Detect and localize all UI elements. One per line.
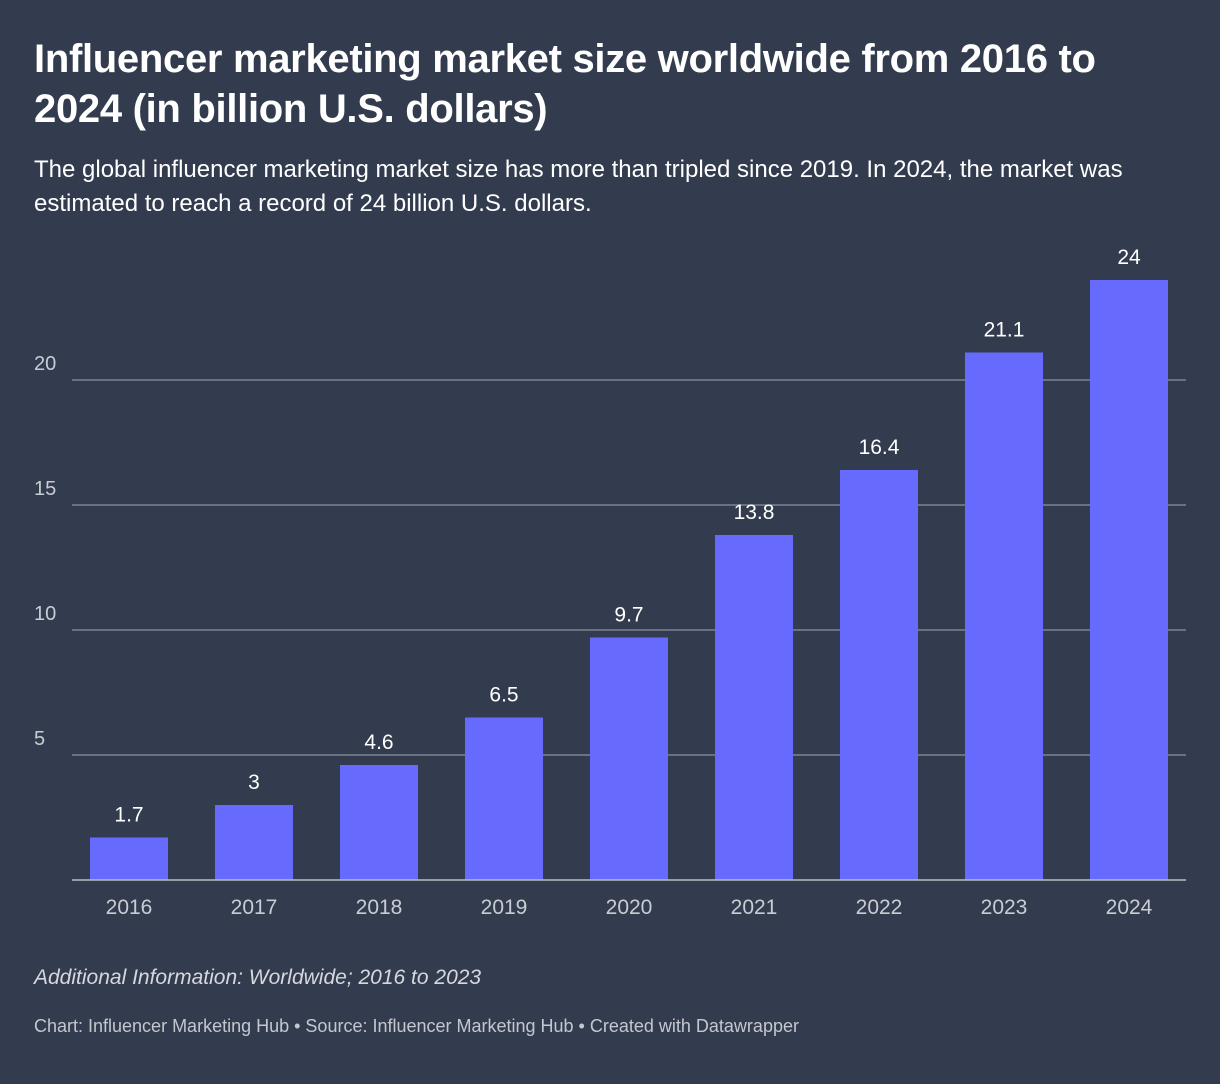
bar-2017 <box>215 805 293 880</box>
y-tick-label: 15 <box>34 478 56 500</box>
bar-2020 <box>590 637 668 880</box>
data-label: 4.6 <box>364 731 393 754</box>
chart-subtitle: The global influencer marketing market s… <box>34 156 1123 217</box>
additional-information-note: Additional Information: Worldwide; 2016 … <box>34 966 482 989</box>
data-label: 6.5 <box>489 684 518 707</box>
bar-2022 <box>840 470 918 880</box>
x-tick-label: 2016 <box>106 896 153 919</box>
data-labels: 1.7 3 4.6 6.5 9.7 13.8 16.4 21.1 24 <box>114 246 1141 827</box>
y-tick-label: 10 <box>34 603 56 625</box>
data-label: 21.1 <box>984 319 1025 342</box>
x-tick-label: 2019 <box>481 896 528 919</box>
bar-2023 <box>965 352 1043 880</box>
data-label: 3 <box>248 771 260 794</box>
x-tick-label: 2017 <box>231 896 278 919</box>
bar-2024 <box>1090 280 1168 880</box>
bar-2021 <box>715 535 793 880</box>
bars <box>90 280 1168 880</box>
x-tick-label: 2018 <box>356 896 403 919</box>
data-label: 13.8 <box>734 501 775 524</box>
x-tick-label: 2023 <box>981 896 1028 919</box>
data-label: 9.7 <box>614 604 643 627</box>
data-label: 1.7 <box>114 804 143 827</box>
chart-title: Influencer marketing market size worldwi… <box>34 37 1096 131</box>
x-tick-label: 2020 <box>606 896 653 919</box>
x-tick-label: 2021 <box>731 896 778 919</box>
y-tick-label: 20 <box>34 353 56 375</box>
y-tick-label: 5 <box>34 728 45 750</box>
x-tick-label: 2024 <box>1106 896 1153 919</box>
chart-credits: Chart: Influencer Marketing Hub • Source… <box>34 1016 799 1036</box>
x-tick-label: 2022 <box>856 896 903 919</box>
bar-2019 <box>465 717 543 880</box>
data-label: 16.4 <box>859 436 900 459</box>
bar-2018 <box>340 765 418 880</box>
data-label: 24 <box>1117 246 1141 269</box>
axes: 5 10 15 20 2016 2017 2018 2019 2020 2021 2022 2023 2… <box>34 353 1186 919</box>
bar-2016 <box>90 837 168 880</box>
